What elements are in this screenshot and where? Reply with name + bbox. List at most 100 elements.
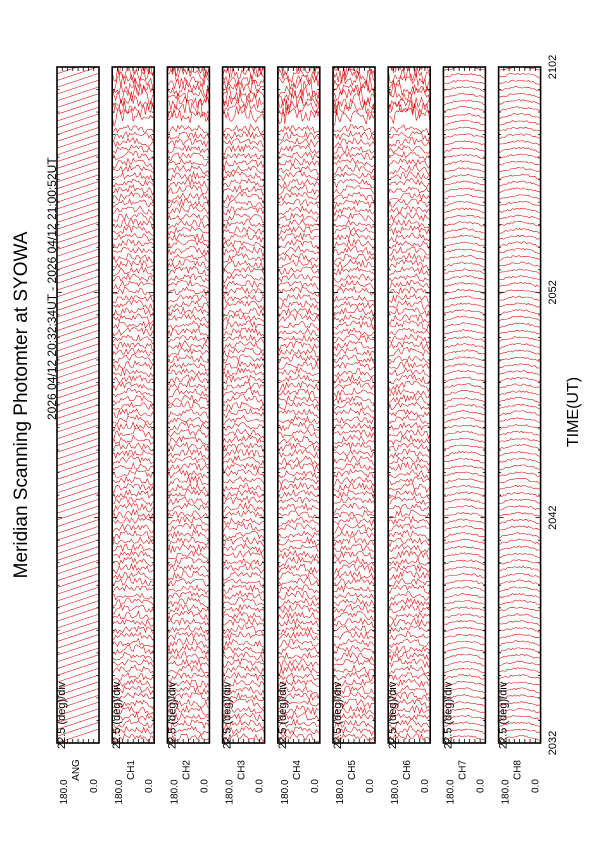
scan-trace [388, 617, 431, 628]
scan-trace [167, 354, 210, 364]
scan-trace [222, 665, 265, 676]
scan-trace [167, 637, 210, 649]
scan-trace [498, 227, 541, 234]
scan-trace [222, 603, 265, 615]
scan-trace [333, 556, 375, 567]
channel-label: CH1 [126, 760, 137, 780]
scan-trace [333, 524, 375, 534]
scan-trace [388, 259, 431, 271]
scan-trace [277, 651, 320, 660]
scan-trace [498, 396, 541, 403]
scan-trace [167, 672, 210, 683]
scan-trace [443, 221, 486, 228]
scan-trace [167, 584, 210, 595]
scan-trace [222, 624, 265, 636]
scan-trace [388, 232, 431, 242]
scan-trace [277, 712, 320, 724]
scan-trace [112, 449, 155, 459]
scan-trace [277, 293, 320, 304]
scan-trace [498, 309, 541, 315]
scan-trace [443, 403, 486, 410]
scan-trace [498, 511, 541, 517]
scan-trace [277, 726, 320, 736]
scan-trace [443, 626, 486, 633]
scan-trace [333, 144, 375, 156]
scan-trace [167, 239, 210, 249]
scan-trace [277, 185, 320, 196]
scan-trace [388, 448, 431, 459]
scan-trace [443, 187, 486, 194]
scan-trace [498, 295, 541, 302]
scan-trace [112, 483, 155, 494]
scan-trace [498, 120, 541, 126]
scan-trace [443, 383, 486, 390]
scan-trace [222, 447, 265, 460]
scan-trace [443, 417, 486, 423]
scan-trace [277, 638, 320, 648]
scan-trace [388, 299, 431, 310]
scan-trace [167, 192, 210, 203]
scan-trace [388, 570, 431, 582]
scan-trace [222, 489, 265, 500]
scan-trace [443, 498, 486, 505]
scan-trace [112, 212, 155, 223]
scan-trace [333, 100, 375, 119]
scan-trace [388, 691, 431, 701]
scan-trace [222, 239, 265, 250]
scan-trace [167, 496, 210, 506]
panel-scale-label: 22.5 (deg)/div [498, 681, 510, 749]
scan-trace [333, 225, 375, 235]
scan-trace [222, 184, 265, 196]
scan-trace [498, 538, 541, 545]
scan-trace [277, 704, 320, 716]
scan-trace [277, 205, 320, 216]
scan-trace [167, 692, 210, 702]
scan-trace [57, 370, 99, 385]
scan-trace [277, 699, 320, 710]
scan-trace [57, 127, 99, 142]
scan-trace [333, 307, 375, 318]
scan-trace [498, 464, 541, 471]
scan-trace [57, 329, 99, 345]
scan-trace [277, 603, 320, 614]
scan-trace [333, 685, 375, 695]
scan-trace [222, 578, 265, 588]
scan-trace [57, 417, 99, 433]
scan-trace [388, 455, 431, 466]
scan-trace [277, 199, 320, 209]
scan-trace [443, 309, 486, 315]
scan-trace [498, 72, 541, 79]
scan-trace [277, 137, 320, 148]
scan-trace [443, 336, 486, 343]
scan-trace [391, 67, 431, 78]
scan-trace [498, 261, 541, 268]
scan-trace [443, 545, 486, 551]
scan-trace [333, 705, 375, 716]
scan-trace [277, 286, 320, 297]
scan-trace [222, 692, 265, 701]
scan-trace [498, 349, 541, 356]
scan-trace [222, 354, 265, 364]
scan-trace [167, 596, 210, 609]
scan-trace [222, 428, 265, 440]
scan-trace [222, 165, 265, 175]
scan-trace [443, 261, 486, 268]
scan-trace [222, 231, 265, 243]
scan-trace [57, 580, 99, 595]
scan-trace [112, 171, 155, 182]
scan-trace [388, 543, 431, 553]
scan-trace [57, 640, 99, 656]
scan-trace [57, 654, 99, 669]
scan-trace [277, 313, 320, 323]
scan-trace [443, 633, 486, 639]
scan-trace [57, 661, 99, 676]
scan-trace [443, 559, 486, 566]
scan-trace [498, 647, 541, 654]
scan-trace [333, 496, 375, 506]
scan-trace [498, 531, 541, 539]
scan-trace [112, 455, 155, 467]
scan-trace [388, 651, 431, 662]
scan-trace [222, 557, 265, 568]
scan-trace [277, 320, 320, 332]
panel-scale-label: 22.5 (deg)/div [56, 681, 68, 749]
